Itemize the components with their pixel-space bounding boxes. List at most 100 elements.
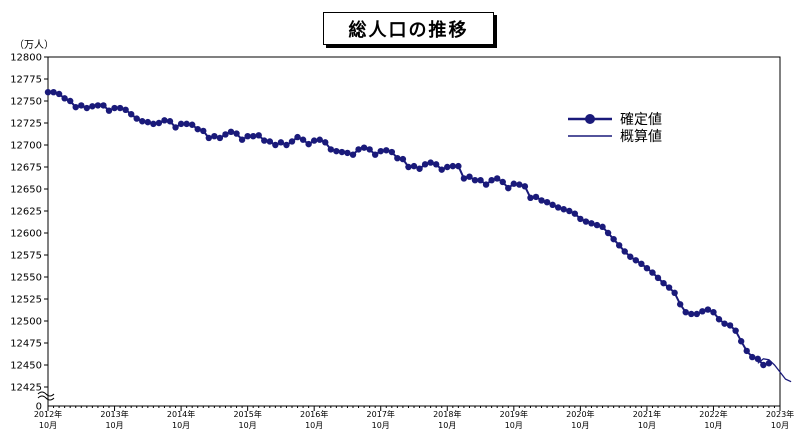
data-point	[272, 141, 279, 149]
data-point	[455, 162, 462, 170]
y-tick-label: 12775	[10, 75, 42, 86]
y-tick-label: 12500	[10, 317, 42, 328]
x-tick-label-month: 10月	[771, 421, 789, 430]
data-point	[83, 104, 91, 112]
data-point	[249, 133, 257, 140]
data-point	[288, 138, 296, 145]
data-point	[466, 173, 473, 180]
data-point	[377, 147, 384, 155]
x-tick-label-month: 10月	[571, 421, 589, 430]
plot-frame	[47, 56, 781, 407]
data-point	[349, 151, 357, 158]
data-point	[660, 279, 667, 287]
x-tick-label-month: 10月	[704, 421, 722, 430]
data-point	[676, 301, 684, 308]
data-point	[638, 260, 645, 267]
data-point	[116, 104, 124, 112]
x-tick-label-month: 10月	[372, 421, 390, 430]
series-line-estimate	[757, 358, 792, 383]
data-point	[322, 139, 329, 146]
x-tick-label-month: 10月	[505, 421, 523, 430]
data-point	[233, 130, 240, 137]
data-point	[693, 310, 701, 318]
x-tick-label-year: 2012年	[34, 409, 62, 419]
x-tick-label-year: 2014年	[167, 409, 195, 419]
data-point	[383, 147, 390, 154]
data-point	[371, 151, 379, 158]
data-point	[127, 111, 135, 118]
legend-label-estimate: 概算値	[620, 129, 662, 145]
data-point	[360, 144, 368, 151]
data-point	[632, 257, 640, 264]
data-point	[593, 221, 601, 229]
axes: 12425 12450 12475 12500 12525 12550 12575 12600…	[10, 53, 794, 431]
data-point	[133, 115, 140, 122]
data-point	[505, 184, 512, 192]
data-point	[50, 89, 57, 96]
data-point	[432, 161, 440, 168]
data-point	[388, 148, 396, 156]
data-point	[599, 223, 606, 231]
data-point	[438, 166, 445, 173]
x-tick-label-year: 2023年	[766, 409, 794, 419]
data-point	[144, 118, 152, 126]
data-point	[715, 316, 723, 323]
x-tick-label-year: 2016年	[300, 409, 328, 419]
data-point	[749, 353, 756, 361]
data-point	[527, 194, 534, 201]
data-point	[582, 218, 590, 225]
data-point	[732, 327, 739, 334]
y-tick-label: 12625	[10, 207, 42, 218]
x-tick-label-year: 2013年	[100, 409, 128, 419]
axis-break-mark	[37, 391, 55, 397]
data-point	[394, 155, 401, 162]
y-tick-label: 12725	[10, 119, 42, 130]
data-point	[150, 120, 157, 128]
data-point	[172, 124, 179, 131]
data-point	[355, 146, 362, 153]
data-point	[688, 310, 695, 318]
data-point	[244, 133, 251, 140]
y-unit-label: （万人）	[14, 39, 54, 51]
data-point	[405, 163, 412, 171]
data-point	[499, 178, 506, 186]
legend-marker-confirmed	[585, 114, 595, 124]
data-point	[216, 134, 224, 142]
data-point	[416, 165, 423, 172]
data-point	[615, 242, 623, 249]
data-point	[610, 235, 617, 243]
data-point	[399, 155, 407, 163]
data-point	[427, 159, 434, 166]
data-point	[704, 306, 712, 313]
data-point	[211, 133, 218, 140]
x-tick-label-month: 10月	[172, 421, 190, 430]
y-tick-label: 12475	[10, 339, 42, 350]
data-point	[471, 177, 479, 184]
x-tick-label-month: 10月	[39, 421, 57, 430]
x-tick-label-year: 2015年	[233, 409, 261, 419]
x-tick-label-year: 2020年	[566, 409, 594, 419]
data-point	[66, 97, 74, 105]
data-point	[316, 136, 323, 143]
data-point	[105, 107, 113, 114]
data-point	[261, 137, 268, 144]
data-point	[516, 181, 523, 188]
data-point	[560, 206, 567, 213]
data-point	[743, 347, 750, 355]
data-point	[604, 229, 612, 237]
data-point	[665, 284, 673, 291]
data-point	[139, 118, 146, 125]
data-point	[161, 117, 168, 124]
chart-title: 総人口の推移	[323, 12, 494, 45]
data-point	[205, 134, 213, 142]
legend-label-confirmed: 確定値	[620, 112, 662, 128]
data-point	[726, 322, 734, 329]
y-tick-label: 12525	[10, 295, 42, 306]
data-point	[737, 338, 745, 345]
y-tick-label: 12800	[10, 53, 42, 64]
x-tick-label-month: 10月	[105, 421, 123, 430]
y-tick-label: 12675	[10, 163, 42, 174]
data-point	[760, 361, 767, 369]
data-point	[155, 119, 163, 127]
